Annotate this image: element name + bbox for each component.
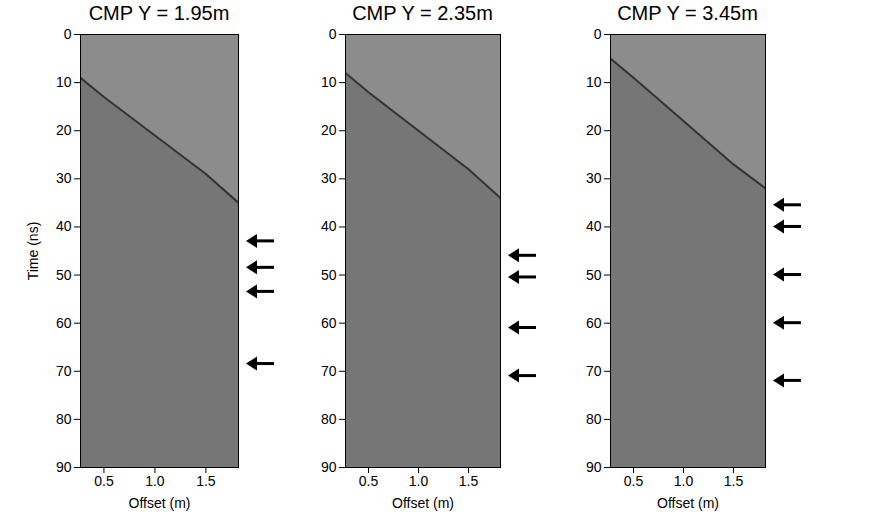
svg-text:80: 80 — [56, 411, 72, 427]
svg-text:20: 20 — [56, 122, 72, 138]
svg-text:70: 70 — [56, 363, 72, 379]
svg-text:30: 30 — [56, 170, 72, 186]
svg-text:Offset (m): Offset (m) — [392, 495, 454, 511]
svg-text:50: 50 — [56, 267, 72, 283]
svg-text:0: 0 — [594, 26, 602, 42]
svg-text:90: 90 — [586, 459, 602, 475]
svg-text:90: 90 — [321, 459, 337, 475]
svg-text:0: 0 — [64, 26, 72, 42]
svg-text:1.5: 1.5 — [459, 473, 479, 489]
svg-text:80: 80 — [586, 411, 602, 427]
svg-text:40: 40 — [321, 218, 337, 234]
svg-text:40: 40 — [586, 218, 602, 234]
svg-text:0.5: 0.5 — [624, 473, 644, 489]
svg-text:60: 60 — [586, 315, 602, 331]
svg-text:20: 20 — [321, 122, 337, 138]
svg-text:20: 20 — [586, 122, 602, 138]
svg-text:30: 30 — [321, 170, 337, 186]
svg-text:1.5: 1.5 — [196, 473, 216, 489]
svg-text:60: 60 — [321, 315, 337, 331]
svg-text:Time (ns): Time (ns) — [25, 222, 41, 281]
svg-text:70: 70 — [321, 363, 337, 379]
svg-text:1.0: 1.0 — [674, 473, 694, 489]
svg-text:80: 80 — [321, 411, 337, 427]
svg-text:1.5: 1.5 — [724, 473, 744, 489]
svg-text:40: 40 — [56, 218, 72, 234]
html-text:CMP Y = 2.35m: CMP Y = 2.35m — [352, 2, 493, 24]
html-text:CMP Y = 1.95m: CMP Y = 1.95m — [88, 2, 230, 24]
svg-text:90: 90 — [56, 459, 72, 475]
html-text:CMP Y = 3.45m: CMP Y = 3.45m — [617, 2, 758, 24]
svg-text:70: 70 — [586, 363, 602, 379]
svg-text:10: 10 — [56, 74, 72, 90]
svg-text:Offset (m): Offset (m) — [129, 495, 191, 511]
svg-text:1.0: 1.0 — [409, 473, 429, 489]
svg-text:30: 30 — [586, 170, 602, 186]
svg-text:50: 50 — [321, 267, 337, 283]
svg-text:1.0: 1.0 — [145, 473, 165, 489]
svg-text:10: 10 — [321, 74, 337, 90]
svg-text:60: 60 — [56, 315, 72, 331]
svg-text:50: 50 — [586, 267, 602, 283]
svg-text:Offset (m): Offset (m) — [657, 495, 719, 511]
svg-text:0.5: 0.5 — [359, 473, 379, 489]
svg-text:0.5: 0.5 — [94, 473, 114, 489]
svg-text:10: 10 — [586, 74, 602, 90]
svg-text:0: 0 — [329, 26, 337, 42]
